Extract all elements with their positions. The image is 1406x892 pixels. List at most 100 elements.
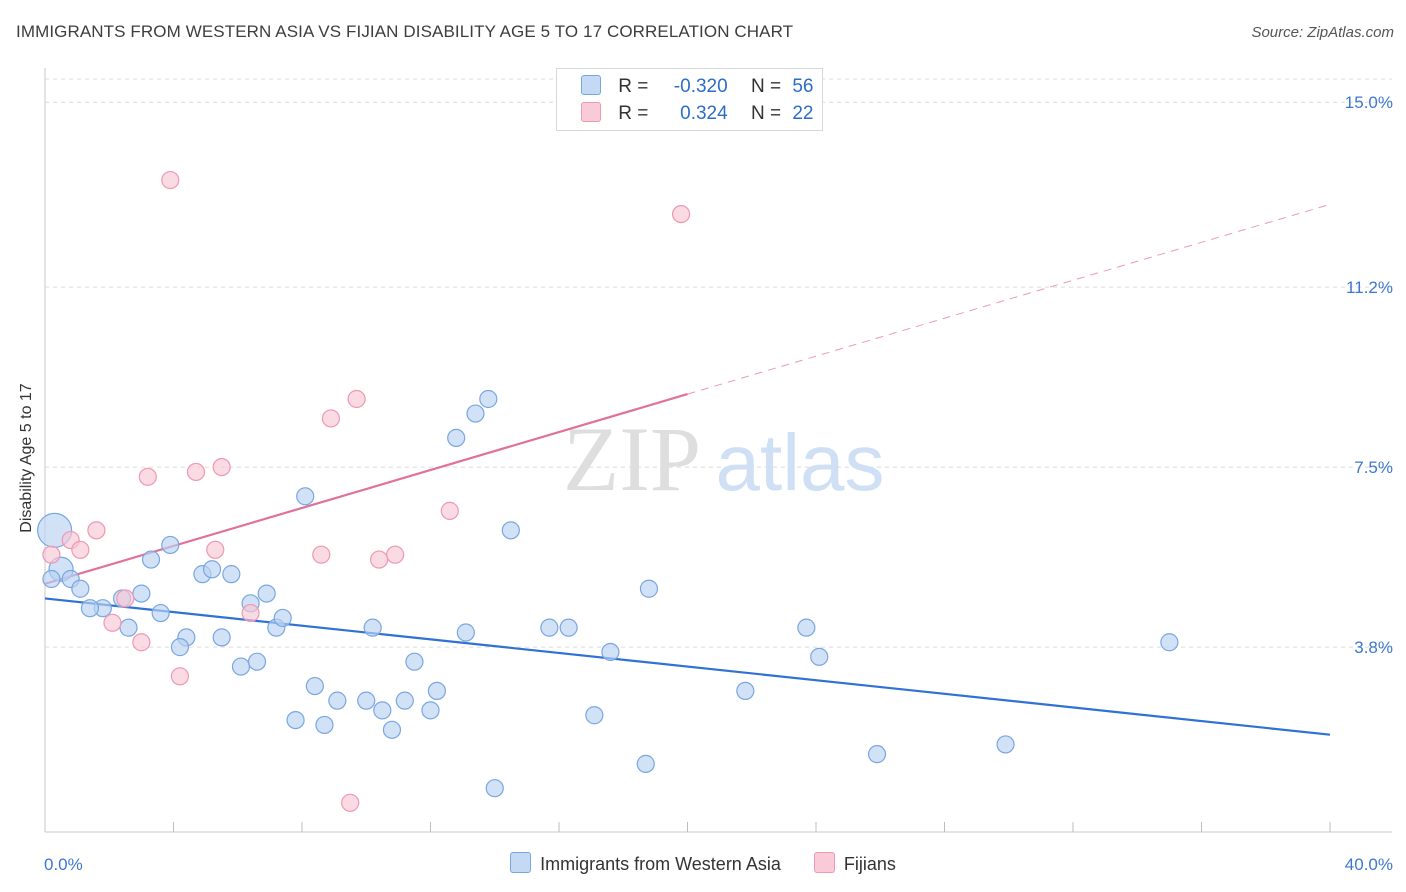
legend-label-fijians: Fijians xyxy=(843,854,896,874)
fijian-point xyxy=(103,613,122,632)
western-asia-point xyxy=(296,487,315,506)
fijian-point xyxy=(212,457,231,477)
western-asia-point xyxy=(80,599,100,618)
western-asia-point xyxy=(501,521,520,540)
y-tick-label: 7.5% xyxy=(1354,458,1393,477)
legend-swatch-fijians xyxy=(813,852,835,873)
fijian-point xyxy=(132,633,151,652)
fijian-point xyxy=(71,540,90,559)
legend-r-value: -0.320 xyxy=(673,76,728,97)
legend-n-value: 22 xyxy=(792,103,814,124)
fijian-point xyxy=(312,545,331,564)
fijian-trend-extension xyxy=(687,203,1331,395)
legend-r-label: R = xyxy=(618,103,649,124)
western-asia-point xyxy=(363,618,382,637)
fijian-point xyxy=(186,462,206,482)
x-tick-label-max: 40.0% xyxy=(1345,855,1393,874)
data-points xyxy=(37,170,1179,812)
western-asia-point xyxy=(736,681,755,701)
western-asia-point xyxy=(119,618,138,637)
fijian-point xyxy=(87,521,106,540)
western-asia-point xyxy=(456,623,475,642)
western-asia-point xyxy=(202,560,222,579)
western-asia-point xyxy=(382,720,402,739)
fijian-point xyxy=(321,409,341,428)
x-tick-label-min: 0.0% xyxy=(44,855,83,874)
legend-n-label: N = xyxy=(750,103,782,124)
series-legend: Immigrants from Western Asia Fijians xyxy=(0,852,1406,875)
western-asia-point xyxy=(212,628,231,647)
legend-item-fijians: Fijians xyxy=(813,852,896,875)
legend-item-western-asia: Immigrants from Western Asia xyxy=(510,852,781,875)
watermark: ZIP atlas xyxy=(563,408,884,510)
legend-n-label: N = xyxy=(750,76,782,97)
western-asia-point xyxy=(639,579,659,598)
western-asia-point xyxy=(71,579,90,598)
western-asia-point xyxy=(132,584,151,603)
fijian-point xyxy=(170,667,190,686)
western-asia-point xyxy=(601,642,620,662)
western-asia-point xyxy=(315,715,334,735)
western-asia-point xyxy=(42,569,61,589)
western-asia-point xyxy=(161,535,180,555)
fijian-point xyxy=(347,389,366,409)
fijian-point xyxy=(341,793,360,812)
fijian-point xyxy=(116,589,135,608)
watermark-atlas: atlas xyxy=(716,418,885,507)
legend-r-label: R = xyxy=(618,76,649,97)
western-asia-point xyxy=(1160,633,1179,652)
fijian-point xyxy=(370,550,389,569)
western-asia-point xyxy=(485,779,504,798)
stats-legend-row-blue: R = -0.320 N = 56 xyxy=(581,75,813,99)
western-asia-point xyxy=(373,701,392,720)
western-asia-point xyxy=(447,428,466,448)
legend-label-western-asia: Immigrants from Western Asia xyxy=(540,854,781,874)
legend-swatch-western-asia xyxy=(510,852,532,873)
fijian-point xyxy=(161,170,180,190)
y-tick-label: 11.2% xyxy=(1346,278,1393,297)
western-asia-point xyxy=(305,676,324,696)
fijian-point xyxy=(206,540,225,559)
western-asia-point xyxy=(405,652,424,671)
stats-legend-row-pink: R = 0.324 N = 22 xyxy=(581,102,813,126)
legend-swatch-pink xyxy=(581,102,601,122)
western-asia-point xyxy=(479,389,498,409)
western-asia-point xyxy=(427,681,447,701)
western-asia-point xyxy=(328,691,347,710)
fijian-point xyxy=(42,545,61,564)
western-asia-point xyxy=(395,691,414,710)
western-asia-point xyxy=(867,745,887,764)
western-asia-point xyxy=(466,404,485,423)
y-tick-label: 3.8% xyxy=(1354,638,1393,657)
stats-legend: R = -0.320 N = 56 R = 0.324 N = 22 xyxy=(556,68,823,131)
western-asia-point xyxy=(286,710,305,730)
western-asia-point xyxy=(170,638,190,657)
fijian-point xyxy=(440,501,459,520)
tick-labels: 3.8% 7.5% 11.2% 15.0% 0.0% 40.0% xyxy=(44,93,1393,874)
western-asia-point xyxy=(151,603,170,623)
fijian-point xyxy=(138,467,157,486)
y-tick-label: 15.0% xyxy=(1345,93,1393,112)
fijian-point xyxy=(671,204,691,224)
western-asia-point xyxy=(810,647,829,666)
source-credit: Source: ZipAtlas.com xyxy=(1251,24,1394,41)
western-asia-point xyxy=(357,691,376,710)
grid-lines xyxy=(45,78,1392,648)
western-asia-point xyxy=(797,618,816,637)
western-asia-point xyxy=(257,584,276,603)
watermark-zip: ZIP xyxy=(563,408,701,510)
western-asia-point xyxy=(421,701,440,720)
chart-title: IMMIGRANTS FROM WESTERN ASIA VS FIJIAN D… xyxy=(16,22,794,41)
western-asia-point xyxy=(559,618,578,637)
axes xyxy=(44,68,1392,833)
fijian-point xyxy=(241,603,260,623)
western-asia-point xyxy=(273,608,292,628)
western-asia-trend-line xyxy=(44,597,1331,736)
legend-r-value: 0.324 xyxy=(680,103,728,124)
western-asia-point xyxy=(585,706,604,725)
legend-n-value: 56 xyxy=(792,76,814,97)
western-asia-point xyxy=(141,550,161,569)
western-asia-point xyxy=(231,657,251,676)
fijian-point xyxy=(386,545,405,564)
